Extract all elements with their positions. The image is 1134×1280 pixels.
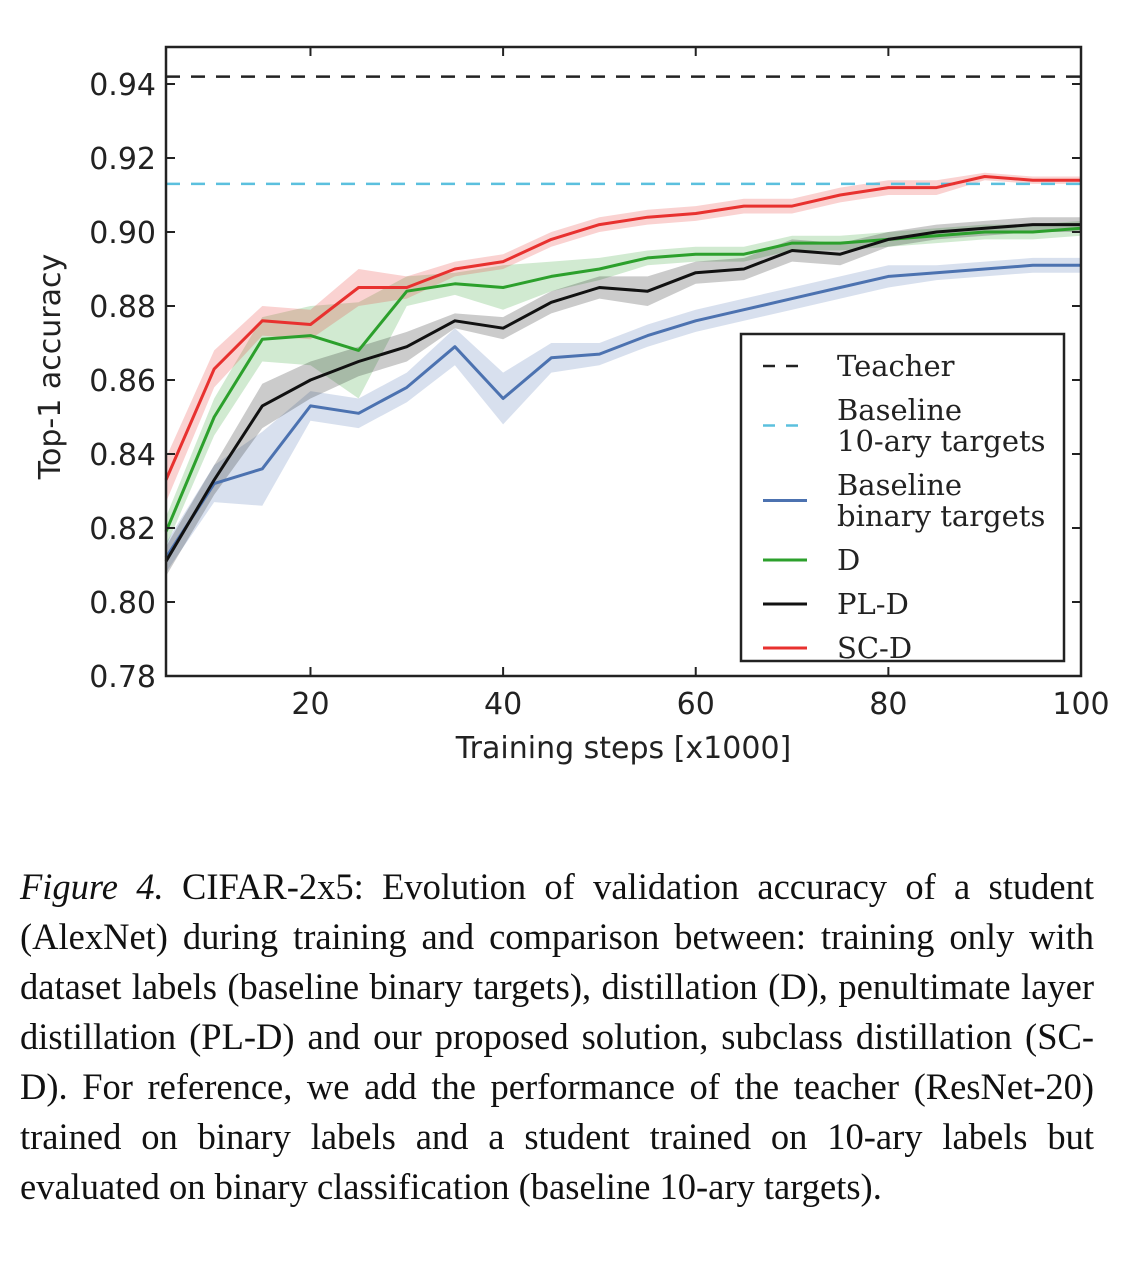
axis-ticks: 0.78 0.80 0.82 0.84 0.86 0.88 0.90 0.92 0.94 20 40… bbox=[89, 47, 1110, 722]
legend-label-baseline-binary-targets: Baseline bbox=[837, 468, 962, 502]
legend-label-baseline-10-ary-targets: Baseline bbox=[837, 393, 962, 427]
chart-figure: 0.78 0.80 0.82 0.84 0.86 0.88 0.90 0.92 0.94 20 40… bbox=[33, 45, 1110, 766]
x-tick-label: 40 bbox=[484, 687, 522, 722]
caption-text: CIFAR-2x5: Evolution of validation accur… bbox=[20, 866, 1094, 1207]
legend-label-d: D bbox=[837, 543, 860, 577]
plot-frame bbox=[164, 45, 1083, 678]
x-axis-label: Training steps [x1000] bbox=[455, 731, 791, 766]
x-tick-label: 60 bbox=[677, 687, 715, 722]
x-tick-label: 20 bbox=[291, 687, 329, 722]
y-tick-label: 0.84 bbox=[89, 438, 156, 473]
y-tick-label: 0.88 bbox=[89, 290, 156, 325]
x-tick-label: 80 bbox=[869, 687, 907, 722]
y-tick-label: 0.82 bbox=[89, 512, 156, 547]
line-chart: 0.78 0.80 0.82 0.84 0.86 0.88 0.90 0.92 0.94 20 40… bbox=[33, 45, 1110, 766]
x-tick-label: 100 bbox=[1052, 687, 1109, 722]
series-line-d bbox=[164, 226, 1082, 533]
y-tick-label: 0.92 bbox=[89, 142, 156, 177]
band-baseline-binary-targets bbox=[166, 257, 1081, 573]
y-tick-label: 0.86 bbox=[89, 364, 156, 399]
series-line-pl-d bbox=[164, 223, 1081, 563]
figure-caption: Figure 4. CIFAR-2x5: Evolution of valida… bbox=[20, 862, 1094, 1212]
legend-label-pl-d: PL-D bbox=[837, 587, 909, 621]
legend-label-baseline-10-ary-targets: 10-ary targets bbox=[837, 424, 1046, 458]
reference-lines bbox=[166, 75, 1081, 186]
y-tick-label: 0.90 bbox=[89, 216, 156, 251]
legend-label-sc-d: SC-D bbox=[837, 631, 912, 665]
y-axis-label: Top-1 accuracy bbox=[33, 254, 68, 480]
series-line-baseline-binary-targets bbox=[164, 263, 1081, 559]
series-line-sc-d bbox=[164, 175, 1081, 481]
y-tick-label: 0.80 bbox=[89, 586, 156, 621]
legend-box bbox=[739, 332, 1066, 663]
legend-label-baseline-binary-targets: binary targets bbox=[837, 499, 1045, 533]
series-lines bbox=[164, 175, 1082, 563]
y-tick-label: 0.94 bbox=[89, 68, 156, 103]
y-tick-label: 0.78 bbox=[89, 660, 156, 695]
legend-label-teacher: Teacher bbox=[837, 349, 955, 383]
band-d bbox=[166, 220, 1081, 547]
figure-label: Figure 4. bbox=[20, 866, 164, 907]
